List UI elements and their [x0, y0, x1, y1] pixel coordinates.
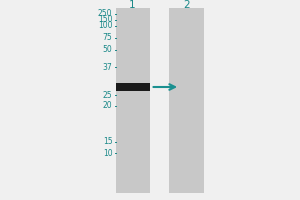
Text: 50: 50	[103, 45, 112, 54]
Text: 1: 1	[129, 0, 136, 10]
Text: 15: 15	[103, 138, 112, 146]
Text: 20: 20	[103, 102, 112, 110]
Text: 25: 25	[103, 90, 112, 99]
Bar	[116, 8, 150, 193]
Text: 2: 2	[183, 0, 190, 10]
Bar	[169, 8, 204, 193]
Text: 37: 37	[103, 62, 112, 72]
Text: 250: 250	[98, 9, 112, 18]
Text: 150: 150	[98, 16, 112, 24]
Text: 10: 10	[103, 149, 112, 158]
Text: 100: 100	[98, 21, 112, 30]
Bar	[116, 83, 150, 91]
Text: 75: 75	[103, 33, 112, 42]
